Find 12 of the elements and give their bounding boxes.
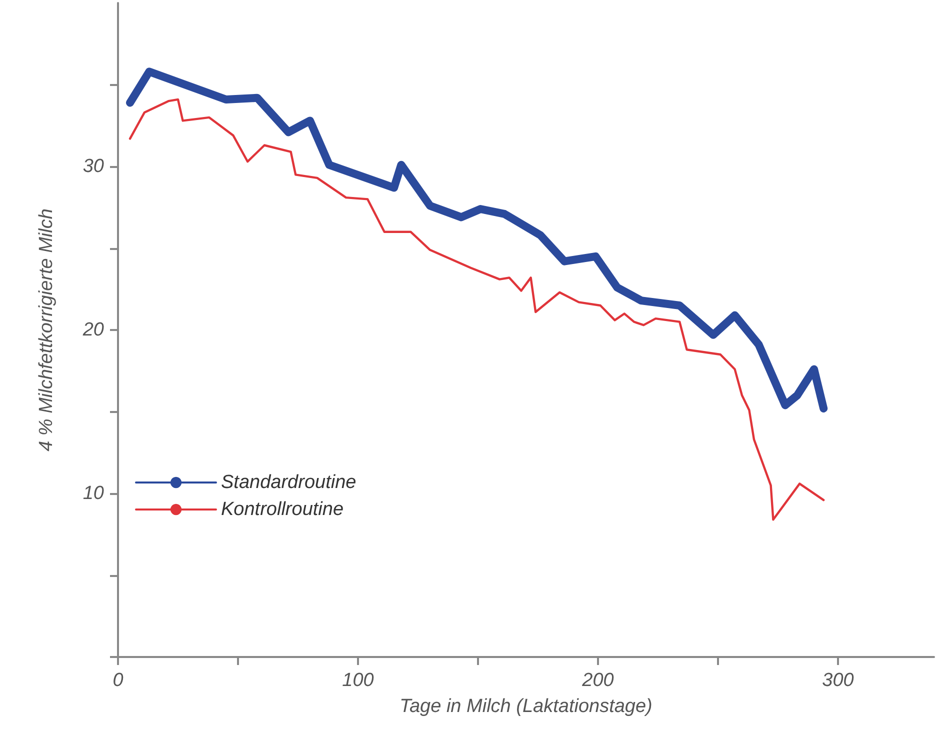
- y-tick-label: 30: [82, 156, 104, 177]
- x-tick-label: 200: [581, 670, 614, 691]
- x-tick-label: 100: [342, 670, 374, 691]
- x-axis-title: Tage in Milch (Laktationstage): [400, 696, 652, 717]
- x-tick-label: 300: [822, 670, 854, 691]
- x-tick-label: 0: [112, 670, 124, 691]
- line-series: [128, 98, 825, 521]
- y-axis-title: 4 % Milchfettkorrigierte Milch: [36, 208, 57, 452]
- y-tick-label: 10: [82, 483, 104, 504]
- y-tick-label: 20: [82, 320, 104, 340]
- legend-label: Kontrollroutine: [221, 499, 344, 520]
- legend-label: Standardroutine: [221, 472, 356, 493]
